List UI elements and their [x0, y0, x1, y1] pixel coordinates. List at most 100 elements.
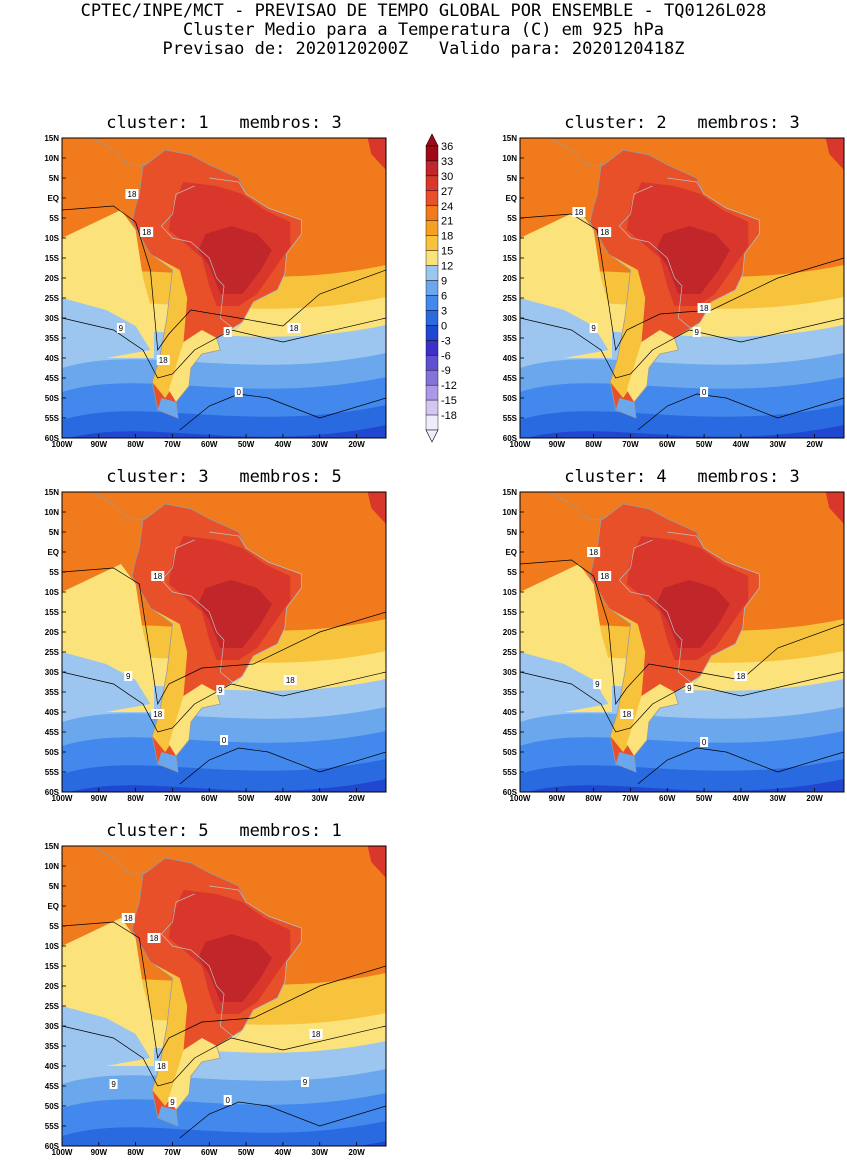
contour-label: 18	[700, 304, 709, 313]
colorbar-swatch	[425, 280, 439, 296]
panel-title-cluster-5: cluster: 5 membros: 1	[106, 821, 342, 841]
colorbar-label: 0	[441, 320, 447, 332]
contour-label: 18	[128, 190, 137, 199]
lon-tick-label: 50W	[238, 794, 255, 803]
contour-label: 18	[622, 710, 631, 719]
contour-label: 9	[303, 1078, 308, 1087]
lon-tick-label: 80W	[127, 794, 144, 803]
lat-tick-label: 50S	[45, 1102, 60, 1111]
contour-label-bg	[151, 571, 165, 581]
panel-title-cluster-4: cluster: 4 membros: 3	[564, 467, 800, 487]
contour-label: 9	[170, 1098, 175, 1107]
colorbar-label: -12	[441, 380, 457, 392]
contour-label-bg	[234, 387, 243, 397]
contour-label-bg	[147, 933, 161, 943]
lat-tick-label: 50S	[45, 394, 60, 403]
contour-label: 9	[119, 324, 124, 333]
contour-label-bg	[598, 571, 612, 581]
lat-tick-label: 50S	[503, 748, 518, 757]
lon-tick-label: 40W	[733, 440, 750, 449]
lat-tick-label: 55S	[503, 768, 518, 777]
lat-tick-label: 5N	[49, 528, 59, 537]
lon-tick-label: 100W	[52, 794, 73, 803]
lat-tick-label: 20S	[45, 274, 60, 283]
lat-tick-label: EQ	[505, 194, 517, 203]
lon-tick-label: 20W	[348, 1148, 365, 1157]
lon-tick-label: 50W	[238, 440, 255, 449]
lat-tick-label: 5S	[49, 922, 59, 931]
colorbar-label: 33	[441, 156, 453, 168]
colorbar-label: -9	[441, 365, 451, 377]
lat-tick-label: 5S	[507, 214, 517, 223]
contour-label: 9	[687, 684, 692, 693]
colorbar-swatch	[425, 265, 439, 281]
lon-tick-label: 70W	[622, 440, 639, 449]
lon-tick-label: 80W	[585, 794, 602, 803]
colorbar-label: 15	[441, 246, 453, 258]
contour-label-bg	[587, 547, 601, 557]
contour-label: 18	[157, 1062, 166, 1071]
lat-tick-label: 20S	[503, 274, 518, 283]
lon-tick-label: 30W	[770, 794, 787, 803]
lat-tick-label: 50S	[45, 748, 60, 757]
contour-label-bg	[309, 1029, 323, 1039]
lat-tick-label: 30S	[503, 668, 518, 677]
lat-tick-label: 60S	[45, 788, 60, 797]
lat-tick-label: 20S	[45, 982, 60, 991]
contour-label: 18	[600, 572, 609, 581]
lat-tick-label: 15S	[45, 608, 60, 617]
lon-tick-label: 60W	[201, 794, 218, 803]
panel-title-cluster-3: cluster: 3 membros: 5	[106, 467, 342, 487]
colorbar-label: -3	[441, 335, 451, 347]
lat-tick-label: 15N	[44, 488, 59, 497]
contour-label: 18	[290, 324, 299, 333]
colorbar-swatch	[425, 220, 439, 236]
colorbar-label: 3	[441, 305, 447, 317]
lon-tick-label: 50W	[696, 440, 713, 449]
contour-label-bg	[154, 1061, 168, 1071]
colorbar-swatch	[425, 355, 439, 371]
lon-tick-label: 60W	[201, 1148, 218, 1157]
colorbar-swatch	[425, 414, 439, 431]
lon-tick-label: 30W	[312, 794, 329, 803]
lon-tick-label: 50W	[238, 1148, 255, 1157]
contour-label-bg	[598, 227, 612, 237]
lat-tick-label: 60S	[45, 1142, 60, 1151]
map-panel-cluster-4: 15N 10N 5N EQ 5S 10S 15S 20S 25S 30S 35S 40S 45S 50S 5…	[502, 488, 845, 803]
lon-tick-label: 40W	[275, 1148, 292, 1157]
contour-label: 18	[153, 572, 162, 581]
figure-title-line-1: CPTEC/INPE/MCT - PREVISAO DE TEMPO GLOBA…	[80, 1, 767, 21]
colorbar-label: 12	[441, 261, 453, 273]
contour-label-bg	[223, 327, 232, 337]
lat-tick-label: 15N	[44, 842, 59, 851]
contour-label-bg	[685, 683, 694, 693]
colorbar-label: -15	[441, 395, 457, 407]
colorbar-label: 36	[441, 141, 453, 153]
lon-tick-label: 50W	[696, 794, 713, 803]
lon-tick-label: 80W	[127, 1148, 144, 1157]
lat-tick-label: 45S	[503, 374, 518, 383]
contour-label-bg	[109, 1079, 118, 1089]
lat-tick-label: EQ	[47, 548, 59, 557]
colorbar-swatch	[425, 190, 439, 206]
lon-tick-label: 30W	[312, 1148, 329, 1157]
lat-tick-label: 30S	[45, 1022, 60, 1031]
lon-tick-label: 90W	[91, 794, 108, 803]
lat-tick-label: 10N	[44, 862, 59, 871]
lat-tick-label: 15N	[44, 134, 59, 143]
contour-label-bg	[125, 189, 139, 199]
lat-tick-label: 45S	[503, 728, 518, 737]
lon-tick-label: 80W	[127, 440, 144, 449]
contour-label-bg	[220, 735, 228, 745]
colorbar-swatch	[425, 175, 439, 192]
contour-label: 18	[142, 228, 151, 237]
lon-tick-label: 80W	[585, 440, 602, 449]
contour-label: 9	[595, 680, 600, 689]
lat-tick-label: EQ	[47, 902, 59, 911]
contour-label: 18	[150, 934, 159, 943]
contour-label-bg	[151, 709, 165, 719]
lat-tick-label: 15S	[45, 962, 60, 971]
contour-label-bg	[572, 207, 586, 217]
lon-tick-label: 100W	[510, 440, 531, 449]
